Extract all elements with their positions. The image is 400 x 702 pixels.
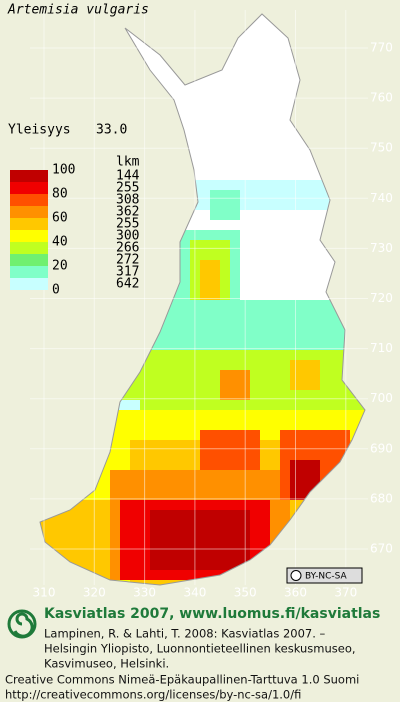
legend-swatch: [10, 218, 48, 230]
class-label: 20: [52, 259, 68, 274]
count-label: 255: [116, 217, 139, 232]
legend-swatch: [10, 242, 48, 254]
legend: 1442553083622553002662723176421008060402…: [10, 163, 140, 298]
count-label: 317: [116, 265, 139, 280]
legend-swatch: [10, 230, 48, 242]
legend-swatch: [10, 206, 48, 218]
cc-icon: [290, 570, 302, 581]
class-label: 0: [52, 283, 60, 298]
y-label: 740: [370, 191, 393, 205]
y-label: 760: [370, 91, 393, 105]
title: Artemisia vulgaris: [7, 3, 149, 18]
count-label: 300: [116, 229, 139, 244]
x-label: 360: [284, 586, 307, 600]
badge-text: BY-NC-SA: [305, 572, 348, 582]
grid: [30, 10, 368, 585]
x-label: 340: [183, 586, 206, 600]
logo: [7, 609, 37, 639]
x-label: 320: [83, 586, 106, 600]
count-header: lkm: [116, 155, 140, 170]
citation-line: Kasvimuseo, Helsinki.: [44, 657, 169, 671]
license-line: http://creativecommons.org/licenses/by-n…: [5, 688, 301, 702]
y-label: 770: [370, 41, 393, 55]
footer-heading: Kasviatlas 2007, www.luomus.fi/kasviatla…: [44, 606, 380, 622]
y-label: 720: [370, 291, 393, 305]
license-line: Creative Commons Nimeä-Epäkaupallinen-Ta…: [5, 673, 359, 687]
axis-labels: 770 760 750 740 730 720 710 700 690 680 670 310 320 3…: [33, 41, 393, 600]
count-label: 362: [116, 205, 139, 220]
class-label: 60: [52, 211, 68, 226]
legend-swatch: [10, 182, 48, 194]
x-label: 350: [234, 586, 257, 600]
legend-swatch: [10, 254, 48, 266]
class-label: 100: [52, 163, 75, 178]
license-badge: [286, 567, 363, 584]
frequency-label: Yleisyys: [8, 123, 71, 138]
y-label: 680: [370, 491, 393, 505]
footer: Lampinen, R. & Lahti, T. 2008: Kasviatla…: [5, 627, 359, 702]
legend-swatch: [10, 194, 48, 206]
y-label: 690: [370, 441, 393, 455]
count-label: 272: [116, 253, 139, 268]
class-label: 80: [52, 187, 68, 202]
citation-line: Lampinen, R. & Lahti, T. 2008: Kasviatla…: [44, 627, 326, 641]
y-label: 730: [370, 241, 393, 255]
legend-swatch: [10, 278, 48, 290]
legend-swatch: [10, 266, 48, 278]
class-label: 40: [52, 235, 68, 250]
y-label: 670: [370, 542, 393, 556]
country-outline: [39, 13, 366, 586]
count-label: 642: [116, 277, 139, 292]
x-label: 330: [133, 586, 156, 600]
x-label: 370: [334, 586, 357, 600]
count-label: 144: [116, 169, 140, 184]
count-label: 266: [116, 241, 139, 256]
frequency-value: 33.0: [96, 123, 127, 138]
citation-line: Helsingin Yliopisto, Luonnontieteellinen…: [44, 642, 356, 656]
y-label: 700: [370, 391, 393, 405]
count-label: 255: [116, 181, 139, 196]
x-label: 310: [33, 586, 56, 600]
y-label: 710: [370, 341, 393, 355]
count-label: 308: [116, 193, 139, 208]
legend-swatch: [10, 170, 48, 182]
y-label: 750: [370, 141, 393, 155]
